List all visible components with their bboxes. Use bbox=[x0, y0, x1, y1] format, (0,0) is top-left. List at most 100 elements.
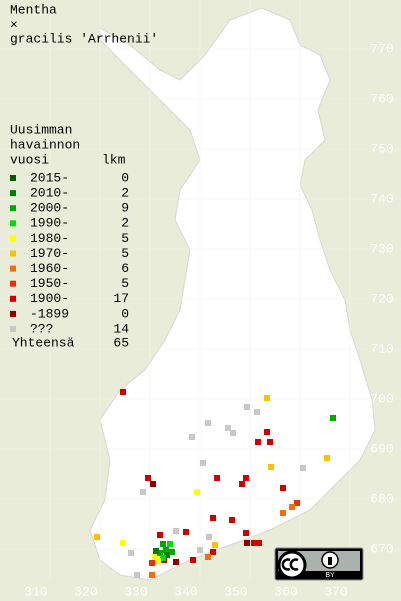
observation bbox=[255, 439, 261, 445]
legend-heading: lkm bbox=[102, 152, 126, 167]
observation bbox=[294, 500, 300, 506]
observation bbox=[280, 510, 286, 516]
legend-swatch bbox=[10, 280, 16, 287]
observation bbox=[128, 550, 134, 556]
legend-swatch bbox=[10, 235, 16, 242]
legend-count: 5 bbox=[121, 276, 129, 291]
legend-label: 2000- bbox=[30, 201, 69, 216]
observation bbox=[289, 504, 295, 510]
observation bbox=[157, 532, 163, 538]
observation bbox=[194, 489, 200, 495]
title-line: gracilis 'Arrhenii' bbox=[10, 31, 158, 46]
legend-count: 14 bbox=[113, 321, 129, 336]
observation bbox=[254, 409, 260, 415]
legend-count: 17 bbox=[113, 291, 129, 306]
observation bbox=[145, 475, 151, 481]
observation bbox=[229, 517, 235, 523]
observation bbox=[330, 415, 336, 421]
observation bbox=[163, 547, 169, 553]
observation bbox=[167, 541, 173, 547]
observation bbox=[197, 547, 203, 553]
observation bbox=[160, 541, 166, 547]
observation bbox=[140, 489, 146, 495]
legend-swatch bbox=[10, 175, 16, 181]
observation bbox=[280, 485, 286, 491]
observation bbox=[214, 475, 220, 481]
legend-label: 1960- bbox=[30, 261, 69, 276]
observation bbox=[94, 534, 100, 540]
finland-land bbox=[89, 7, 376, 581]
observation bbox=[173, 559, 179, 565]
total-count: 65 bbox=[113, 335, 129, 350]
observation bbox=[239, 481, 245, 487]
observation bbox=[173, 528, 179, 534]
grid-label: 360 bbox=[274, 584, 297, 599]
legend-count: 5 bbox=[121, 231, 129, 246]
cc-glyph bbox=[281, 558, 299, 571]
observation bbox=[244, 404, 250, 410]
license-badge: BY bbox=[274, 547, 364, 581]
legend-count: 6 bbox=[121, 261, 129, 276]
observation bbox=[251, 540, 257, 546]
legend-label: ??? bbox=[30, 321, 53, 336]
legend-count: 2 bbox=[121, 216, 129, 231]
observation bbox=[243, 475, 249, 481]
badge-text: BY bbox=[325, 572, 335, 579]
observation bbox=[324, 455, 330, 461]
grid-label: 340 bbox=[174, 584, 197, 599]
observation bbox=[300, 465, 306, 471]
observation bbox=[256, 540, 262, 546]
by-person bbox=[328, 557, 332, 565]
observation bbox=[264, 429, 270, 435]
observation bbox=[134, 572, 140, 578]
grid-label: 710 bbox=[370, 341, 393, 356]
observations bbox=[94, 389, 336, 578]
observation bbox=[267, 439, 273, 445]
title-line: Mentha bbox=[10, 2, 57, 17]
legend-swatch bbox=[10, 265, 16, 272]
legend-swatch bbox=[10, 220, 16, 227]
observation bbox=[120, 389, 126, 395]
observation bbox=[169, 549, 175, 555]
observation bbox=[205, 420, 211, 426]
legend-heading: Uusimman bbox=[10, 122, 72, 137]
legend-label: 1900- bbox=[30, 291, 69, 306]
observation bbox=[210, 515, 216, 521]
legend-heading: vuosi bbox=[10, 152, 49, 167]
grid-label: 670 bbox=[370, 541, 393, 556]
grid-label: 770 bbox=[370, 41, 393, 56]
observation bbox=[164, 552, 170, 558]
legend-swatch bbox=[10, 310, 16, 317]
grid-label: 680 bbox=[370, 491, 393, 506]
observation bbox=[268, 464, 274, 470]
observation bbox=[225, 425, 231, 431]
observation bbox=[150, 481, 156, 487]
grid-label: 310 bbox=[24, 584, 47, 599]
observation bbox=[200, 460, 206, 466]
grid-label: 330 bbox=[124, 584, 147, 599]
legend-count: 2 bbox=[121, 186, 129, 201]
legend-label: 1990- bbox=[30, 216, 69, 231]
legend-swatch bbox=[10, 250, 16, 257]
legend-label: 2015- bbox=[30, 170, 69, 185]
observation bbox=[149, 572, 155, 578]
observation bbox=[230, 430, 236, 436]
grid-label: 370 bbox=[324, 584, 347, 599]
observation bbox=[183, 529, 189, 535]
observation bbox=[189, 434, 195, 440]
observation bbox=[155, 558, 161, 564]
observation bbox=[157, 550, 163, 556]
title-line: × bbox=[10, 17, 18, 32]
observation bbox=[149, 560, 155, 566]
total-label: Yhteensä bbox=[12, 335, 75, 350]
observation bbox=[212, 542, 218, 548]
observation bbox=[152, 553, 158, 559]
legend-label: 2010- bbox=[30, 186, 69, 201]
observation bbox=[120, 540, 126, 546]
legend-swatch bbox=[10, 326, 16, 332]
observation bbox=[244, 540, 250, 546]
grid-label: 740 bbox=[370, 191, 393, 206]
